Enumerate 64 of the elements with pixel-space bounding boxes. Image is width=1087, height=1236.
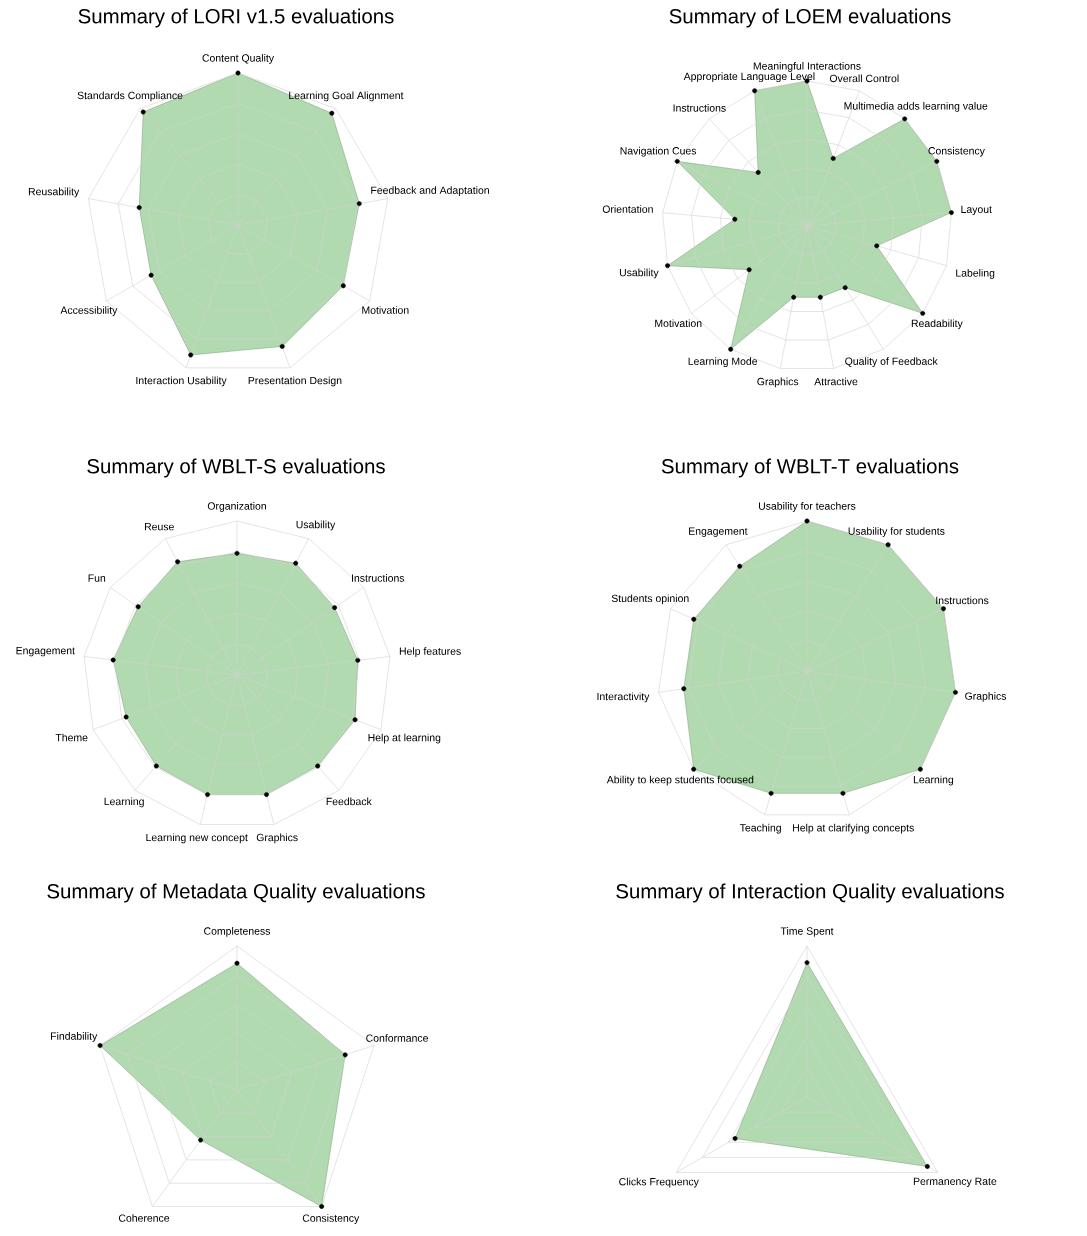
spoke-label: Help at learning (368, 733, 441, 744)
spoke-label: Learning Mode (688, 357, 758, 368)
spoke-label: Presentation Design (248, 376, 342, 387)
chart-title: Summary of LORI v1.5 evaluations (78, 8, 394, 28)
spoke-label: Time Spent (780, 927, 834, 937)
chart-title: Summary of Interaction Quality evaluations (616, 883, 1004, 903)
spoke-label: Learning (913, 775, 954, 786)
chart-title: Summary of Metadata Quality evaluations (47, 883, 425, 903)
spoke-label: Help at clarifying concepts (793, 823, 914, 834)
spoke-label: Meaningful Interactions (753, 62, 861, 72)
spoke-label: Usability (296, 520, 336, 531)
spoke-label: Organization (207, 502, 266, 512)
spoke-label: Learning Goal Alignment (289, 91, 404, 102)
spoke-label: Orientation (602, 205, 653, 213)
spoke-label: Completeness (204, 927, 271, 937)
spoke-label: Attractive (814, 377, 858, 386)
spoke-label: Navigation Cues (620, 146, 697, 157)
spoke-label: Standards Compliance (77, 91, 183, 102)
spoke-label: Usability for teachers (758, 502, 856, 512)
spoke-label: Clicks Frequency (619, 1177, 699, 1188)
spoke-label: Help features (399, 647, 461, 657)
spoke-label: Graphics (965, 692, 1007, 702)
spoke-label: Graphics (757, 377, 799, 388)
spoke-label: Students opinion (611, 594, 689, 605)
chart-title: Summary of LOEM evaluations (669, 8, 951, 28)
spoke-label: Findability (51, 1032, 98, 1042)
spoke-label: Feedback (326, 797, 372, 806)
spoke-label: Fun (88, 574, 106, 582)
spoke-label: Teaching (739, 823, 781, 834)
spoke-label: Overall Control (829, 74, 899, 83)
spoke-label: Feedback and Adaptation (371, 186, 489, 196)
spoke-label: Content Quality (202, 54, 275, 64)
spoke-label: Learning (104, 797, 144, 808)
spoke-label: Motivation (655, 319, 702, 328)
spoke-label: Conformance (366, 1034, 428, 1042)
spoke-label: Instructions (673, 104, 726, 112)
spoke-label: Accessibility (60, 306, 118, 316)
spoke-label: Graphics (256, 833, 298, 844)
spoke-label: Motivation (362, 306, 409, 314)
spoke-label: Instructions (936, 596, 989, 605)
spoke-label: Ability to keep students focused (606, 775, 754, 786)
spoke-label: Permanency Rate (913, 1177, 997, 1188)
spoke-label: Consistency (302, 1214, 360, 1224)
spoke-label: Appropriate Language Level (683, 72, 815, 83)
spoke-label: Usability (619, 268, 659, 279)
spoke-label: Usability for students (848, 527, 945, 537)
spoke-label: Consistency (928, 146, 985, 157)
spoke-label: Multimedia adds learning value (844, 101, 988, 112)
spoke-label: Reusability (28, 187, 80, 198)
spoke-label: Engagement (16, 647, 75, 657)
spoke-label: Layout (961, 205, 992, 216)
spoke-label: Reuse (144, 523, 174, 531)
spoke-label: Theme (55, 733, 88, 742)
spoke-label: Interactivity (597, 692, 650, 703)
spoke-label: Interaction Usability (136, 376, 227, 387)
spoke-label: Labeling (956, 269, 995, 279)
spoke-label: Coherence (118, 1214, 170, 1222)
spoke-label: Quality of Feedback (845, 357, 938, 368)
chart-title: Summary of WBLT-S evaluations (87, 458, 385, 478)
spoke-label: Instructions (352, 574, 405, 582)
spoke-label: Learning new concept (146, 833, 248, 844)
chart-title: Summary of WBLT-T evaluations (661, 458, 959, 478)
spoke-label: Engagement (689, 527, 748, 537)
spoke-label: Readability (911, 319, 963, 330)
